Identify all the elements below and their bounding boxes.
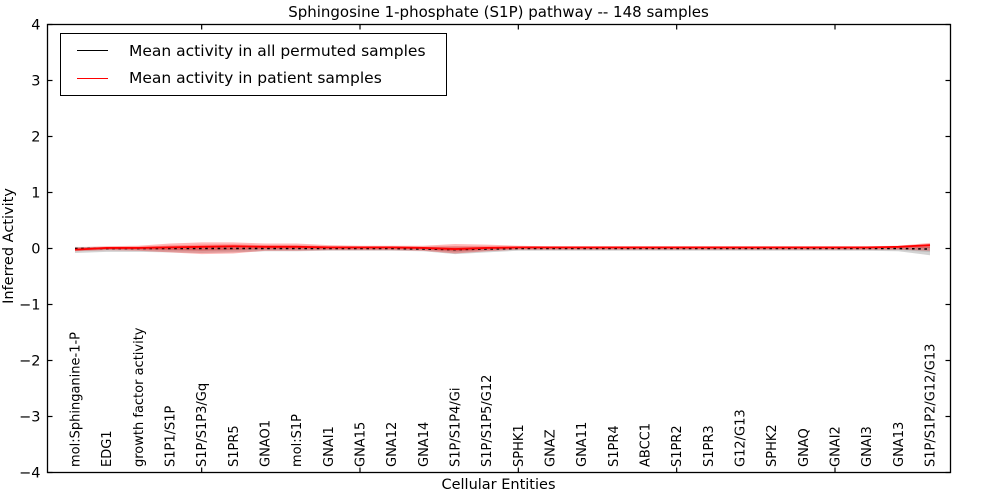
category-label: growth factor activity [132,327,147,467]
category-label: ABCC1 [639,423,654,467]
category-label: S1P/S1P3/Gq [195,383,210,467]
category-label: S1P1/S1P [164,405,179,467]
category-label: GNAI1 [322,426,337,467]
category-label: GNAO1 [259,420,274,467]
legend: Mean activity in all permuted samples Me… [60,33,447,96]
category-label: mol:S1P [290,414,305,467]
category-label: GNAI2 [829,426,844,467]
category-label: S1PR5 [227,425,242,467]
y-tick-label: −1 [19,298,40,314]
permuted-line-swatch [77,50,108,52]
y-tick-label: 1 [31,186,40,202]
y-tick-label: −3 [19,410,40,426]
category-label: SPHK2 [765,424,780,467]
category-label: S1P/S1P2/G12/G13 [924,344,939,467]
category-label: GNA13 [892,422,907,467]
category-label: G12/G13 [734,409,749,467]
y-tick-label: 4 [31,18,40,34]
patient-line-swatch [77,77,108,79]
category-label: S1P/S1P4/Gi [449,388,464,467]
y-tick-label: 0 [31,242,40,258]
category-label: mol:Sphinganine-1-P [69,332,84,467]
category-label: GNAI3 [860,426,875,467]
category-label: S1PR2 [670,425,685,467]
category-label: GNA14 [417,422,432,467]
category-label: GNAZ [544,429,559,467]
category-label: SPHK1 [512,424,527,467]
category-label: S1PR3 [702,425,717,467]
legend-label-patient: Mean activity in patient samples [129,69,382,88]
x-axis-label: Cellular Entities [441,477,556,493]
y-tick-label: −4 [19,466,40,482]
category-label: S1PR4 [607,425,622,467]
category-label: EDG1 [100,430,115,467]
y-tick-label: −2 [19,354,40,370]
patient-mean-line [74,244,931,251]
category-label: GNA15 [354,422,369,467]
y-tick-label: 2 [31,130,40,146]
legend-item-permuted: Mean activity in all permuted samples [61,38,446,64]
category-label: S1P/S1P5/G12 [480,375,495,467]
legend-item-patient: Mean activity in patient samples [61,65,446,91]
category-label: GNA11 [575,422,590,467]
category-label: GNAQ [797,428,812,467]
legend-label-permuted: Mean activity in all permuted samples [129,41,426,60]
y-tick-label: 3 [31,74,40,90]
plot-title: Sphingosine 1-phosphate (S1P) pathway --… [288,3,709,21]
y-axis-label: Inferred Activity [1,188,17,304]
category-label: GNA12 [385,422,400,467]
